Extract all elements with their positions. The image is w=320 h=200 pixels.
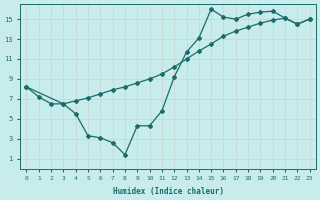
X-axis label: Humidex (Indice chaleur): Humidex (Indice chaleur) — [113, 187, 224, 196]
